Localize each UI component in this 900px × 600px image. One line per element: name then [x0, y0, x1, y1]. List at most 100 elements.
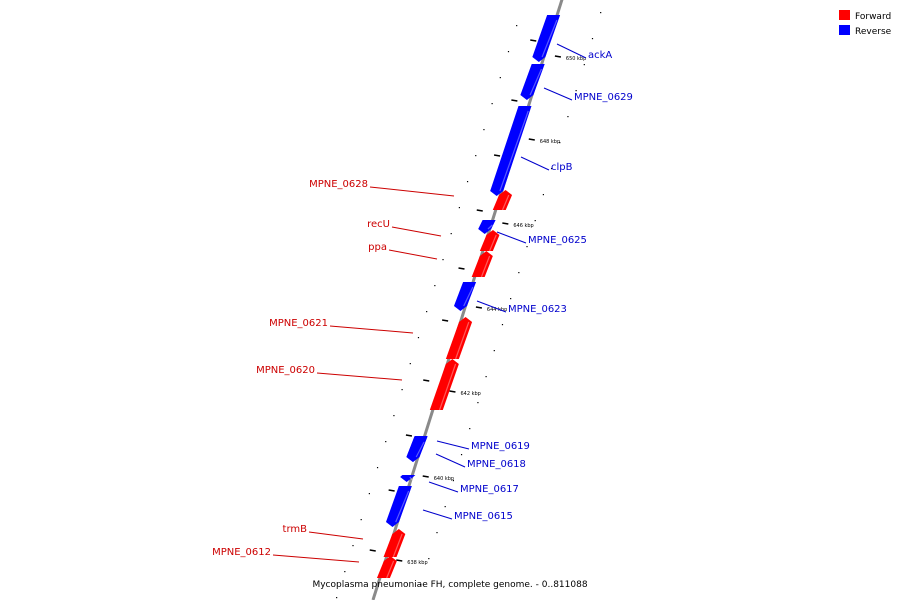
gene-mpne_0621: MPNE_0621: [269, 317, 473, 360]
gene-leader-line: [369, 186, 455, 197]
minor-tick: [469, 428, 471, 430]
minor-tick: [493, 350, 495, 352]
minor-tick: [352, 545, 354, 547]
gene-label: MPNE_0618: [467, 459, 526, 470]
gene-leader-line: [272, 554, 360, 563]
legend-label-reverse: Reverse: [855, 27, 892, 37]
minor-tick: [534, 220, 536, 222]
legend-swatch-reverse: [839, 25, 850, 35]
gene-arrow: [520, 64, 545, 100]
minor-tick-marks: [336, 12, 602, 599]
gene-leader-line: [388, 249, 438, 260]
minor-tick: [368, 493, 370, 495]
gene-label: clpB: [551, 162, 573, 173]
gene-highlight: [392, 533, 403, 558]
gene-leader-line: [436, 440, 470, 450]
gene-mpne_0618: MPNE_0618: [406, 437, 526, 470]
gene-highlight: [438, 363, 457, 411]
gene-leader-line: [428, 481, 459, 493]
gene-leader-line: [391, 226, 442, 237]
tick-mark: [530, 39, 537, 42]
minor-tick: [583, 64, 585, 66]
minor-tick: [436, 532, 438, 534]
minor-tick: [550, 168, 553, 170]
gene-highlight: [409, 476, 413, 481]
gene-leader-line: [435, 453, 466, 468]
minor-tick: [417, 337, 420, 339]
tick-mark: [493, 154, 501, 157]
tick-mark: [405, 434, 413, 437]
gene-arrow: [385, 486, 412, 527]
gene-features: ackA MPNE_0629 clpB MPNE_0628 MPNE_0625 recU p…: [212, 15, 633, 579]
minor-tick: [444, 506, 446, 508]
gene-label: MPNE_0625: [528, 235, 587, 246]
minor-tick: [477, 402, 479, 404]
gene-mpne_0623: MPNE_0623: [453, 282, 567, 315]
gene-label: MPNE_0620: [256, 365, 315, 376]
gene-label: ppa: [368, 242, 387, 253]
gene-highlight: [463, 286, 474, 307]
tick-mark: [528, 138, 535, 141]
tick-label: 638 kbp: [407, 560, 427, 566]
minor-tick: [575, 90, 577, 92]
minor-tick: [485, 376, 487, 378]
gene-highlight: [529, 68, 543, 96]
minor-tick: [526, 246, 528, 248]
tick-label: 646 kbp: [513, 223, 533, 229]
gene-leader-line: [316, 372, 403, 381]
gene-label: trmB: [283, 524, 308, 535]
minor-tick: [336, 597, 338, 599]
gene-arrow: [479, 230, 500, 251]
gene-leader-line: [329, 325, 414, 334]
gene-highlight: [499, 110, 529, 192]
gene-arrow: [406, 437, 428, 462]
gene-leader-line: [476, 300, 507, 313]
minor-tick: [591, 38, 594, 40]
tick-mark: [388, 489, 395, 492]
legend-label-forward: Forward: [855, 12, 891, 22]
minor-tick: [501, 324, 504, 326]
minor-tick: [452, 480, 454, 482]
gene-label: ackA: [588, 50, 612, 61]
gene-highlight: [489, 234, 497, 252]
minor-tick: [507, 51, 510, 53]
minor-tick: [426, 311, 428, 313]
minor-tick: [559, 142, 561, 144]
minor-tick: [401, 389, 403, 391]
gene-trmb: trmB: [283, 524, 406, 558]
minor-tick: [376, 467, 379, 469]
gene-arrow: [383, 529, 406, 557]
gene-leader-line: [422, 509, 453, 520]
gene-label: MPNE_0621: [269, 318, 328, 329]
minor-tick: [518, 272, 520, 274]
gene-leader-line: [520, 156, 550, 171]
minor-tick: [499, 77, 501, 79]
gene-clpb: clpB: [490, 106, 573, 196]
tick-mark: [476, 209, 483, 212]
tick-mark: [449, 390, 456, 393]
minor-tick: [483, 129, 485, 131]
minor-tick: [442, 259, 444, 261]
gene-mpne_0625: MPNE_0625: [478, 220, 587, 246]
tick-label: 650 kbp: [566, 56, 586, 62]
minor-tick: [458, 207, 460, 209]
tick-mark: [423, 379, 430, 382]
gene-recu: recU: [367, 219, 500, 252]
gene-arrow: [490, 106, 532, 196]
minor-tick: [360, 519, 362, 521]
gene-arrow: [429, 359, 459, 410]
tick-mark: [396, 559, 403, 562]
gene-arrow: [445, 317, 473, 359]
gene-arrow: [471, 251, 493, 277]
gene-highlight: [395, 490, 410, 523]
gene-leader-line: [496, 231, 527, 244]
gene-label: MPNE_0612: [212, 547, 271, 558]
gene-arrow: [400, 475, 416, 482]
gene-highlight: [487, 224, 493, 230]
minor-tick: [344, 571, 346, 573]
gene-label: MPNE_0628: [309, 179, 368, 190]
gene-arrow: [376, 556, 397, 578]
minor-tick: [600, 12, 602, 14]
gene-label: MPNE_0615: [454, 511, 513, 522]
minor-tick: [491, 103, 493, 105]
